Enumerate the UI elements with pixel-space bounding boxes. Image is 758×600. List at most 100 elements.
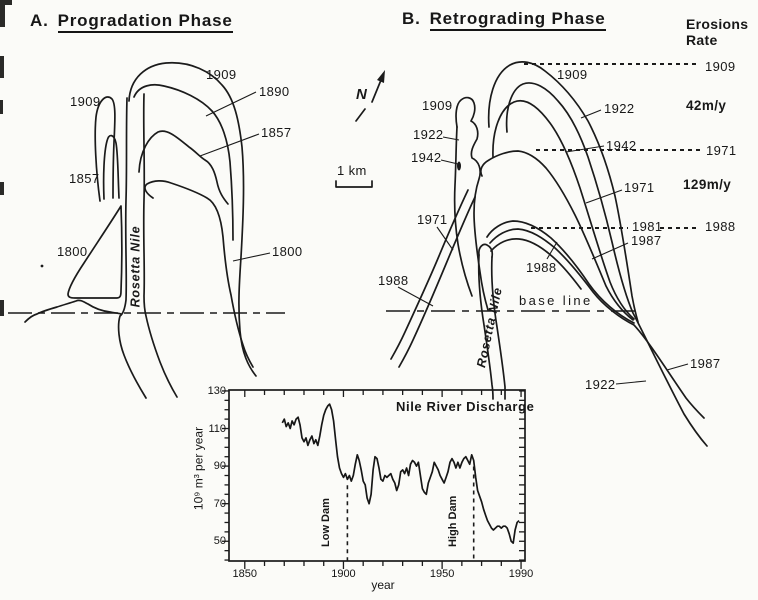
b-leader-west-1988 [397, 286, 434, 307]
b-label-tail-1987: 1987 [690, 356, 721, 371]
b-river-left-bank [477, 254, 494, 400]
chart-y-axis-label: 10⁹ m³ per year [191, 426, 206, 511]
b-shoreline-1922 [505, 82, 708, 447]
b-label-1922: 1922 [604, 101, 635, 116]
chart-x-axis-label: year [371, 578, 395, 592]
north-arrow-shaft [355, 79, 382, 122]
b-leader-tail-1987 [666, 363, 689, 371]
scan-artifact [0, 100, 3, 114]
a-west-lobe-1800 [67, 205, 123, 299]
b-leader-west-1922 [442, 136, 460, 141]
chart-ytick-90: 90 [213, 460, 226, 473]
panel-a-letter: A. [30, 11, 49, 30]
chart-xtick-1990: 1990 [508, 568, 534, 580]
a-shoreline-1909-outer [128, 61, 257, 377]
b-shoreline-1987 [489, 228, 705, 419]
scale-bar-label: 1 km [337, 163, 367, 178]
a-west-arch-1857 [102, 134, 120, 200]
scan-artifact [0, 182, 4, 195]
b-river-head-cap [478, 243, 494, 258]
b-shoreline-1988 [490, 238, 582, 290]
panel-a-title: A. Progradation Phase [30, 11, 233, 33]
b-promontory-outline [455, 96, 489, 311]
erosion-rate-header: Erosions Rate [686, 16, 748, 48]
scan-artifact [0, 3, 5, 27]
b-label-1987: 1987 [631, 233, 662, 248]
b-label-1988-center: 1988 [526, 260, 557, 275]
b-label-west-1988: 1988 [378, 273, 409, 288]
low-dam-annotation: Low Dam [320, 498, 333, 547]
chart-ytick-70: 70 [213, 497, 226, 510]
chart-ytick-110: 110 [208, 422, 226, 435]
a-river-left-bank [117, 97, 147, 399]
a-west-spit-1909 [94, 96, 116, 202]
chart-xtick-1900: 1900 [331, 568, 356, 580]
erosion-rate-42: 42m/y [686, 98, 727, 113]
b-label-crest-1909: 1909 [557, 67, 588, 82]
b-label-1942: 1942 [606, 138, 637, 153]
scale-bar [335, 180, 373, 188]
b-leader-west-1971 [436, 226, 454, 251]
erosion-header-line2: Rate [686, 32, 718, 48]
erosion-ref-1971: 1971 [706, 143, 737, 158]
a-label-1857-right: 1857 [261, 125, 292, 140]
panel-a-title-text: Progradation Phase [57, 11, 233, 33]
b-leader-1987 [591, 242, 629, 260]
scan-artifact [0, 0, 12, 5]
a-coast-west [24, 299, 122, 323]
chart-title: Nile River Discharge [396, 399, 535, 414]
scan-artifact [0, 300, 4, 316]
north-arrow-head [377, 70, 385, 83]
north-label: N [356, 86, 368, 103]
a-shoreline-1890 [133, 83, 234, 241]
b-shoreline-1942 [492, 100, 635, 320]
b-leader-1942 [565, 145, 605, 153]
chart-ytick-50: 50 [213, 535, 226, 548]
a-stray-dot [40, 264, 44, 268]
scan-artifact [0, 56, 4, 78]
a-label-1890: 1890 [259, 84, 290, 99]
panel-b-title: B. Retrograding Phase [402, 9, 606, 31]
erosion-rate-129: 129m/y [683, 177, 732, 192]
b-label-west-1909: 1909 [422, 98, 453, 113]
b-west-line-1971 [390, 189, 469, 360]
b-label-west-1922: 1922 [413, 127, 444, 142]
b-west-line-1988 [398, 196, 476, 368]
a-river-label: Rosetta Nile [128, 225, 143, 308]
nile-discharge-chart [222, 389, 526, 569]
b-label-tail-1922: 1922 [585, 377, 616, 392]
chart-xtick-1950: 1950 [429, 568, 455, 580]
b-base-line-label: base line [519, 293, 593, 308]
a-leader-1890 [205, 91, 257, 117]
a-leader-1800 [232, 252, 271, 262]
a-leader-1857 [199, 133, 260, 157]
b-promontory-west-edge [453, 126, 473, 297]
b-label-1981: 1981 [632, 219, 663, 234]
b-leader-1922 [580, 109, 602, 119]
a-shoreline-1800-right [144, 180, 254, 368]
a-river-right-bank [142, 93, 178, 398]
b-shoreline-1971 [479, 150, 634, 321]
b-leader-1971 [585, 189, 623, 204]
b-leader-west-1942 [440, 159, 459, 165]
erosion-ref-1909: 1909 [705, 59, 736, 74]
b-shoreline-1909 [487, 61, 639, 323]
high-dam-annotation: High Dam [446, 495, 459, 547]
panel-b-letter: B. [402, 9, 421, 28]
chart-xtick-1850: 1850 [232, 568, 258, 580]
a-shoreline-1857 [138, 130, 229, 205]
a-label-west-1800: 1800 [57, 244, 88, 259]
b-leader-tail-1922 [615, 380, 647, 385]
b-label-west-1942: 1942 [411, 150, 442, 165]
a-label-1800-right: 1800 [272, 244, 303, 259]
erosion-ref-1988: 1988 [705, 219, 736, 234]
b-label-west-1971: 1971 [417, 212, 448, 227]
b-label-1971: 1971 [624, 180, 655, 195]
erosion-header-line1: Erosions [686, 16, 749, 32]
a-label-crest-1909: 1909 [206, 67, 237, 82]
b-river-right-bank [490, 256, 506, 400]
b-shoreline-1981 [486, 220, 635, 324]
a-label-west-1857: 1857 [69, 171, 100, 186]
